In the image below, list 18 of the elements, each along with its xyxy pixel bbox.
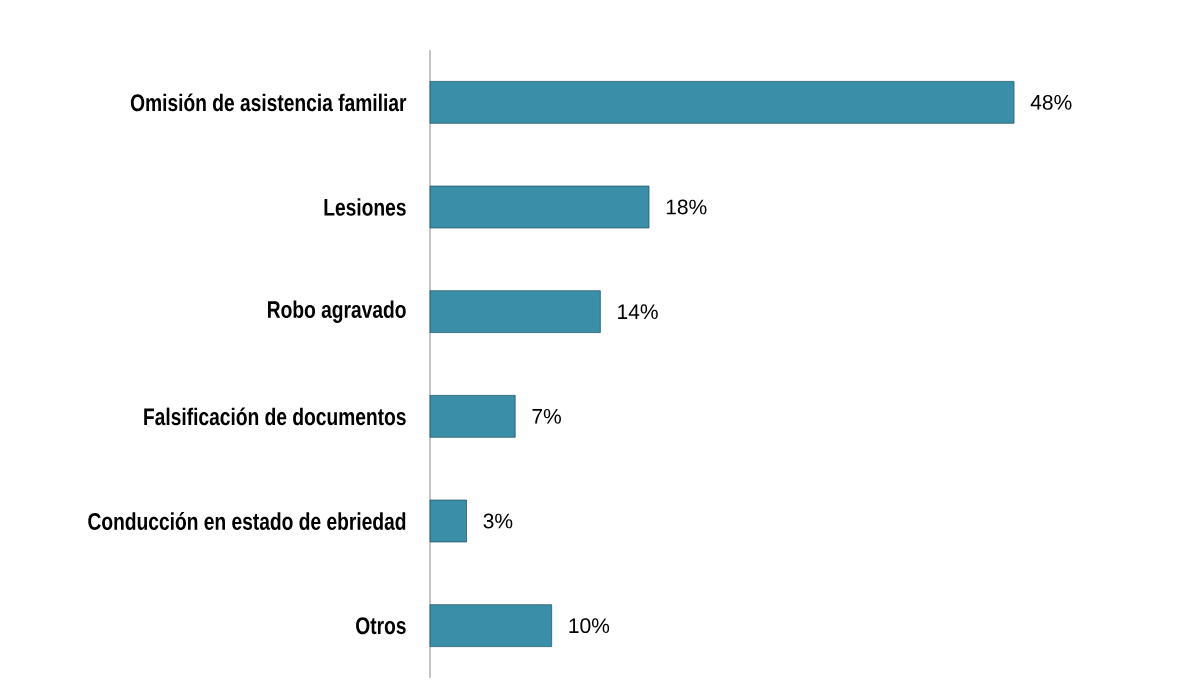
- data-label: 18%: [666, 199, 707, 215]
- bar: [429, 499, 467, 543]
- data-label: 3%: [483, 513, 513, 529]
- y-tick-label: Conducción en estado de ebriedad: [88, 512, 406, 530]
- y-tick-label: Omisión de asistencia familiar: [130, 93, 407, 112]
- bar: [429, 395, 516, 438]
- data-label: 48%: [1030, 94, 1072, 110]
- y-tick-label: Lesiones: [324, 198, 406, 216]
- y-tick-label: Falsificación de documentos: [144, 407, 406, 426]
- bar: [429, 604, 553, 648]
- bar: [429, 290, 601, 334]
- bar: [429, 81, 1015, 124]
- data-label: 7%: [532, 408, 561, 424]
- y-tick-label: Otros: [356, 617, 406, 635]
- data-label: 10%: [569, 618, 610, 634]
- data-label: 14%: [618, 304, 658, 320]
- y-tick-label: Robo agravado: [268, 300, 406, 323]
- bar: [429, 185, 650, 229]
